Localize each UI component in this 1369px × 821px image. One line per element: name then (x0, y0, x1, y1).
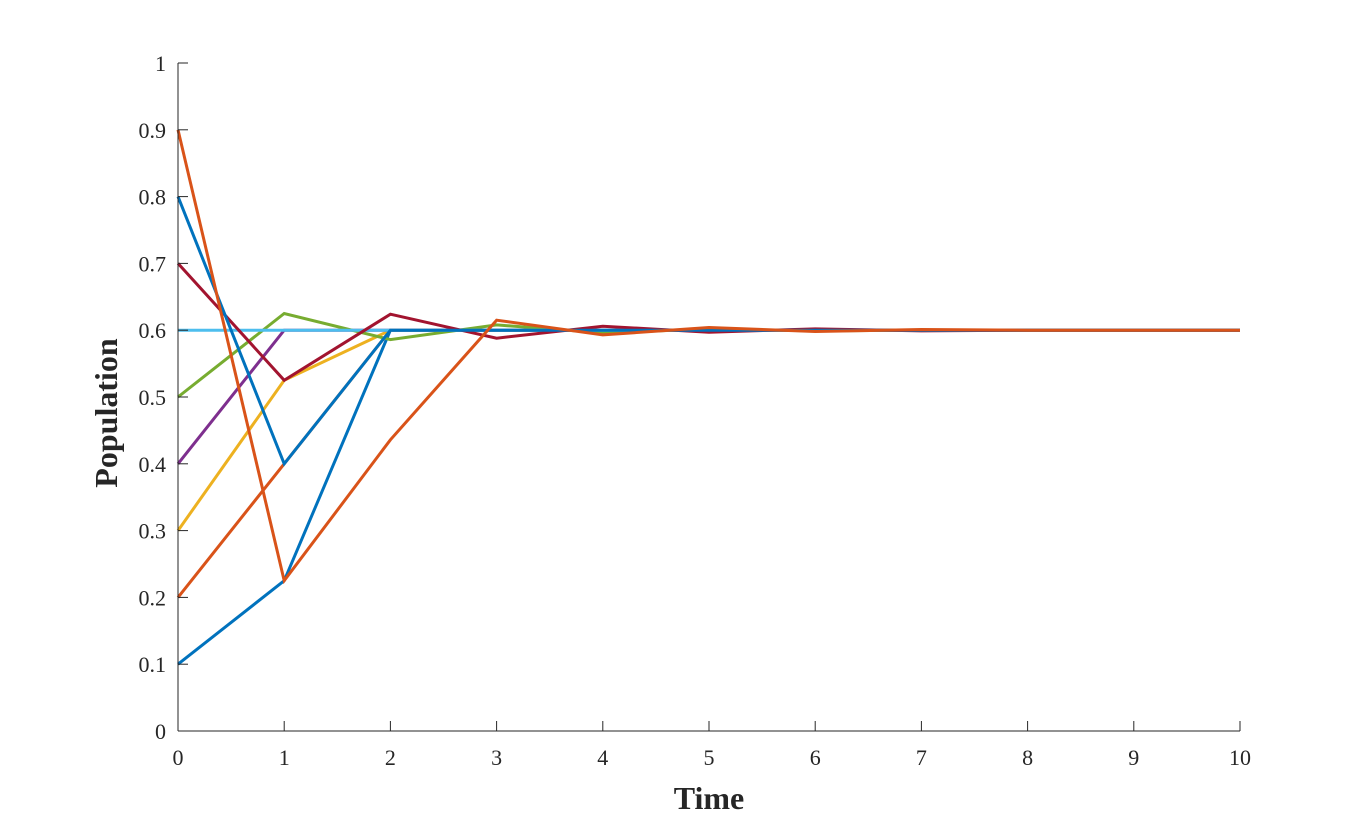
y-tick-label: 0.1 (139, 652, 167, 677)
y-tick-label: 0.4 (139, 452, 167, 477)
y-ticks: 0 0.1 0.2 0.3 0.4 0.5 0.6 0.7 0.8 0.9 1 (139, 51, 188, 744)
x-tick-label: 3 (491, 745, 502, 770)
y-tick-label: 0.5 (139, 385, 167, 410)
y-tick-label: 0.2 (139, 585, 167, 610)
x-tick-label: 1 (279, 745, 290, 770)
x-axis-label: Time (674, 780, 745, 816)
series-layer (176, 129, 1240, 666)
y-tick-label: 1 (155, 51, 166, 76)
y-tick-label: 0.3 (139, 519, 167, 544)
x-tick-label: 0 (173, 745, 184, 770)
y-tick-label: 0.8 (139, 185, 167, 210)
x-tick-label: 6 (810, 745, 821, 770)
x-tick-label: 4 (597, 745, 608, 770)
y-tick-label: 0.6 (139, 318, 167, 343)
x-ticks: 0 1 2 3 4 5 6 7 8 9 10 (173, 721, 1251, 770)
y-tick-label: 0.7 (139, 251, 167, 276)
x-tick-label: 7 (916, 745, 927, 770)
y-tick-label: 0 (155, 719, 166, 744)
x-tick-label: 2 (385, 745, 396, 770)
series-line-9 (176, 129, 1240, 585)
y-tick-label: 0.9 (139, 118, 167, 143)
x-tick-label: 5 (704, 745, 715, 770)
x-tick-label: 9 (1128, 745, 1139, 770)
x-tick-label: 8 (1022, 745, 1033, 770)
x-tick-label: 10 (1229, 745, 1251, 770)
y-axis-label: Population (88, 338, 124, 488)
